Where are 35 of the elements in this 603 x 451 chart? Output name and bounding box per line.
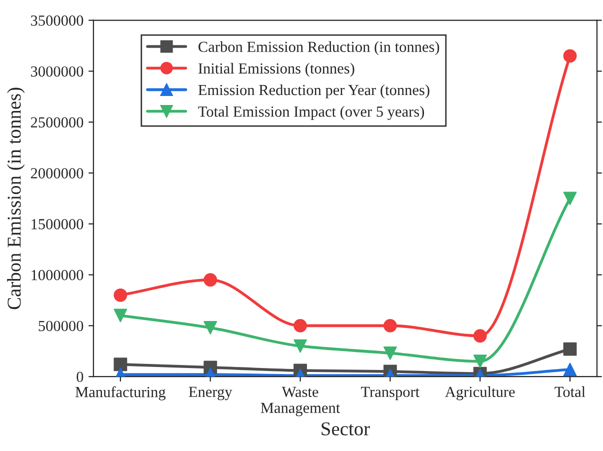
point [114, 308, 128, 322]
x-tick-label: Energy [188, 386, 232, 400]
legend-label: Carbon Emission Reduction (in tonnes) [198, 41, 440, 56]
point [383, 318, 397, 332]
y-tick-label: 3000000 [31, 66, 84, 77]
point [204, 273, 218, 287]
y-tick-label: 3500000 [31, 15, 84, 26]
point [204, 321, 218, 334]
y-tick-label: 2500000 [30, 117, 84, 128]
x-tick-label: Total [554, 386, 586, 398]
x-axis-title: Sector [322, 422, 370, 436]
point [563, 49, 577, 63]
legend-label: Initial Emissions (tonnes) [198, 62, 354, 77]
point [294, 339, 307, 353]
point [563, 342, 577, 356]
y-tick-label: 0 [76, 372, 84, 382]
point [473, 329, 487, 343]
point [383, 346, 397, 360]
x-tick-label: Manufacturing [75, 386, 166, 400]
point [114, 358, 128, 372]
y-tick-label: 1000000 [32, 270, 84, 280]
y-tick-label: 500000 [38, 320, 84, 332]
y-axis-title: Carbon Emission (in tonnes) [7, 88, 25, 310]
x-tick-label: Waste Management [260, 386, 340, 416]
point [114, 288, 128, 302]
y-tick-label: 1500000 [32, 219, 84, 230]
y-tick-label: 2000000 [30, 168, 84, 178]
legend-label: Emission Reduction per Year (tonnes) [198, 84, 430, 98]
point [473, 354, 487, 368]
x-tick-label: Agriculture [445, 386, 515, 400]
point [563, 192, 577, 206]
legend-label: Total Emission Impact (over 5 years) [198, 106, 424, 120]
point [563, 362, 577, 376]
x-tick-label: Transport [361, 386, 420, 400]
point [294, 318, 307, 332]
